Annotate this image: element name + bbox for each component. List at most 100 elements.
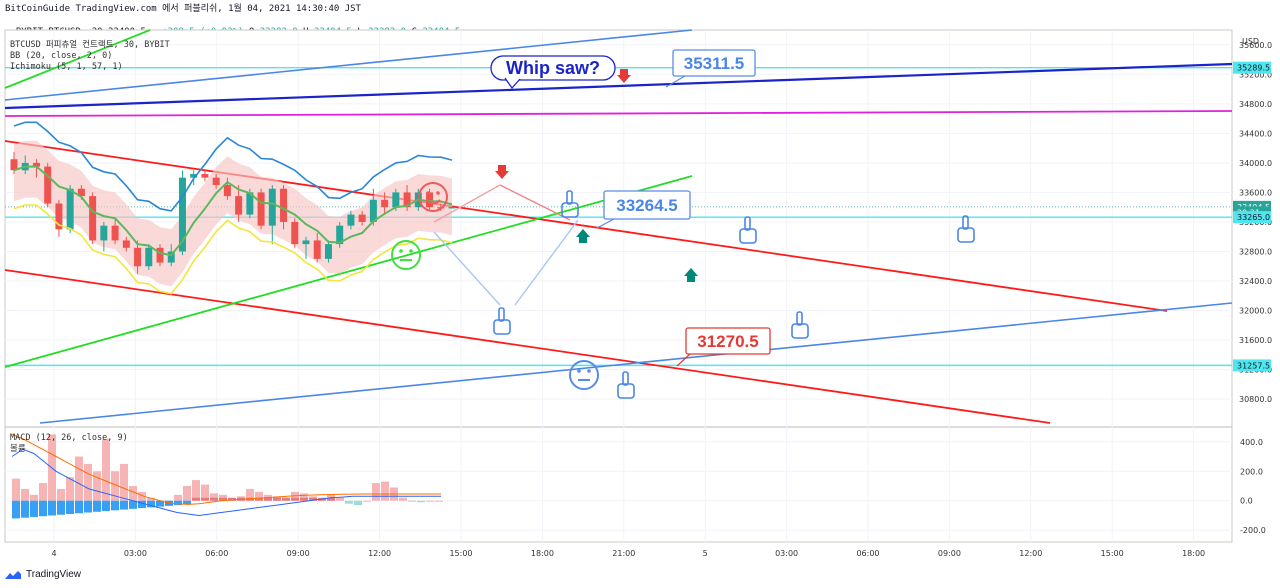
price-tick-label: 32400.0 bbox=[1239, 277, 1272, 286]
macd-histogram-bar bbox=[102, 438, 110, 501]
candle-body bbox=[448, 206, 456, 209]
time-tick-label: 06:00 bbox=[856, 549, 879, 558]
callout-leader bbox=[596, 218, 615, 229]
macd-volume-bar bbox=[48, 500, 56, 516]
price-tag-text: 35289.5 bbox=[1237, 64, 1270, 73]
candle-body bbox=[10, 159, 18, 171]
trend-line bbox=[39, 302, 1233, 424]
face-eye bbox=[409, 249, 413, 253]
candle-body bbox=[291, 221, 299, 245]
time-tick-label: 06:00 bbox=[205, 549, 228, 558]
macd-histogram-bar bbox=[417, 500, 425, 503]
macd-volume-bar bbox=[138, 500, 146, 509]
hand-pointer-icon bbox=[561, 190, 579, 218]
face-mouth bbox=[425, 199, 441, 205]
hand-palm bbox=[739, 228, 757, 244]
macd-volume-bar bbox=[120, 500, 128, 510]
candle-body bbox=[201, 173, 209, 178]
time-tick-label: 12:00 bbox=[1019, 549, 1042, 558]
candle-body bbox=[369, 199, 377, 222]
time-tick-label: 18:00 bbox=[531, 549, 554, 558]
hand-finger bbox=[962, 215, 969, 230]
macd-histogram-bar bbox=[57, 488, 65, 501]
candle-body bbox=[347, 214, 355, 226]
tradingview-footer[interactable]: TradingView bbox=[4, 569, 81, 580]
candle-body bbox=[235, 196, 243, 215]
macd-volume-bar bbox=[93, 500, 101, 512]
macd-histogram-bar bbox=[363, 500, 371, 502]
candle-body bbox=[134, 247, 142, 267]
macd-histogram-bar bbox=[201, 484, 209, 501]
candle-body bbox=[145, 247, 153, 267]
macd-volume-bar bbox=[174, 500, 182, 506]
face-eye bbox=[587, 369, 591, 373]
macd-volume-bar bbox=[291, 497, 299, 501]
macd-tick-label: 400.0 bbox=[1240, 438, 1263, 447]
macd-volume-bar bbox=[192, 497, 200, 501]
face-eye bbox=[577, 369, 581, 373]
macd-histogram-bar bbox=[246, 488, 254, 501]
candle-body bbox=[426, 192, 434, 208]
legend-series: BTCUSD 퍼피츄얼 컨트랙트, 30, BYBIT bbox=[10, 40, 170, 50]
trend-line bbox=[4, 29, 151, 89]
hand-palm bbox=[791, 323, 809, 339]
face-eye bbox=[426, 191, 430, 195]
trend-line bbox=[4, 140, 1168, 312]
arrow-up-icon bbox=[684, 268, 698, 282]
macd-histogram-bar bbox=[399, 497, 407, 501]
candle-body bbox=[246, 192, 254, 215]
candle-body bbox=[381, 199, 389, 208]
price-tick-label: 31600.0 bbox=[1239, 336, 1272, 345]
macd-histogram-bar bbox=[426, 500, 434, 502]
trend-line bbox=[4, 269, 1051, 424]
macd-histogram-bar bbox=[138, 491, 146, 501]
callout-31270-text: 31270.5 bbox=[697, 332, 758, 351]
macd-histogram-bar bbox=[435, 500, 443, 502]
callout-35311-box bbox=[672, 49, 756, 77]
candle-body bbox=[403, 192, 411, 208]
price-tick-label: 34000.0 bbox=[1239, 159, 1272, 168]
trend-line bbox=[4, 29, 693, 101]
price-tick-label: 35600.0 bbox=[1239, 41, 1272, 50]
callout-35311-text: 35311.5 bbox=[684, 54, 745, 73]
macd-histogram-bar bbox=[129, 486, 137, 501]
neutral-face-icon bbox=[391, 240, 421, 270]
candle-body bbox=[77, 188, 85, 197]
arrow-up-icon bbox=[576, 229, 590, 243]
macd-histogram-bar bbox=[372, 483, 380, 501]
face-eye bbox=[399, 249, 403, 253]
macd-volume-bar bbox=[201, 497, 209, 501]
price-tick-label: 30800.0 bbox=[1239, 395, 1272, 404]
time-tick-label: 12:00 bbox=[368, 549, 391, 558]
candle-body bbox=[392, 192, 400, 208]
macd-volume-bar bbox=[102, 500, 110, 512]
macd-volume-bar bbox=[165, 500, 173, 506]
candle-body bbox=[190, 173, 198, 178]
time-tick-label: 15:00 bbox=[449, 549, 472, 558]
legend-macd-sub: 볼륨 bbox=[10, 444, 26, 454]
price-chart[interactable]: 4 03:00 06:00 09:00 12:00 15:00 18:00 21:00 5 03:… bbox=[0, 0, 1280, 568]
price-tick-label: 32000.0 bbox=[1239, 307, 1272, 316]
macd-histogram-bar bbox=[30, 494, 38, 501]
candle-body bbox=[268, 188, 276, 226]
macd-histogram-bar bbox=[174, 494, 182, 501]
legend-macd: MACD (12, 26, close, 9) bbox=[10, 433, 128, 443]
macd-volume-bar bbox=[282, 497, 290, 501]
hand-pointer-icon bbox=[791, 311, 809, 339]
candle-body bbox=[156, 247, 164, 263]
macd-histogram-bar bbox=[381, 481, 389, 501]
macd-volume-bar bbox=[264, 497, 272, 501]
ichimoku-line-blue bbox=[13, 121, 453, 212]
trend-line bbox=[4, 62, 1233, 110]
time-tick-label: 4 bbox=[51, 549, 56, 558]
legend-ichimoku: Ichimoku (5, 1, 57, 1) bbox=[10, 62, 123, 72]
price-tick-label: 32800.0 bbox=[1239, 247, 1272, 256]
price-tick-label: 34800.0 bbox=[1239, 100, 1272, 109]
macd-volume-bar bbox=[210, 497, 218, 501]
macd-volume-bar bbox=[309, 497, 317, 501]
candle-body bbox=[55, 203, 63, 230]
candle-body bbox=[178, 177, 186, 252]
macd-histogram-bar bbox=[345, 500, 353, 504]
callout-leader bbox=[676, 353, 691, 367]
callout-33264-box bbox=[603, 190, 691, 220]
